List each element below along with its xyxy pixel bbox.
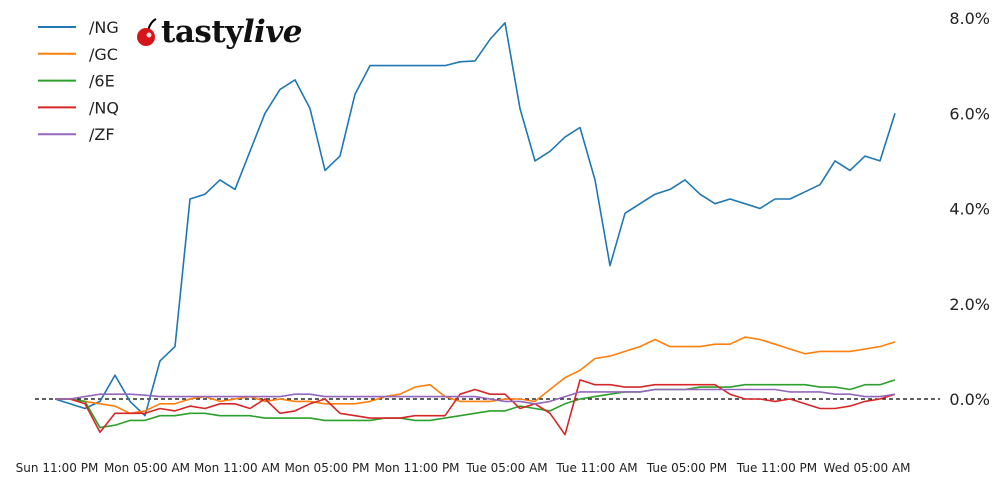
legend-label: /ZF: [89, 125, 115, 144]
x-tick-label: Tue 11:00 AM: [555, 461, 637, 475]
y-tick-label: 4.0%: [949, 200, 990, 219]
x-tick-label: Mon 05:00 PM: [284, 461, 369, 475]
x-tick-label: Sun 11:00 PM: [16, 461, 99, 475]
tastylive-logo: tastylive: [133, 14, 303, 50]
x-tick-label: Mon 05:00 AM: [104, 461, 190, 475]
y-tick-label: 0.0%: [949, 390, 990, 409]
cherry-icon: [137, 18, 157, 46]
series-line-6e: [55, 379, 896, 429]
x-tick-label: Tue 05:00 PM: [646, 461, 727, 475]
logo-text: tastylive: [161, 14, 303, 50]
legend-label: /6E: [89, 72, 115, 91]
legend-label: /GC: [89, 45, 118, 64]
x-tick-label: Mon 11:00 AM: [194, 461, 280, 475]
y-tick-label: 6.0%: [949, 104, 990, 123]
x-tick-label: Tue 11:00 PM: [736, 461, 817, 475]
series-line-zf: [55, 388, 896, 405]
y-tick-label: 2.0%: [949, 295, 990, 314]
series-line-nq: [55, 379, 896, 436]
legend-label: /NG: [89, 18, 119, 37]
x-tick-label: Wed 05:00 AM: [824, 461, 911, 475]
series-line-gc: [55, 336, 896, 415]
x-tick-label: Mon 11:00 PM: [374, 461, 459, 475]
series-line-ng: [54, 21, 896, 417]
x-tick-label: Tue 05:00 AM: [465, 461, 547, 475]
legend-label: /NQ: [89, 98, 119, 117]
y-tick-label: 8.0%: [949, 9, 990, 28]
